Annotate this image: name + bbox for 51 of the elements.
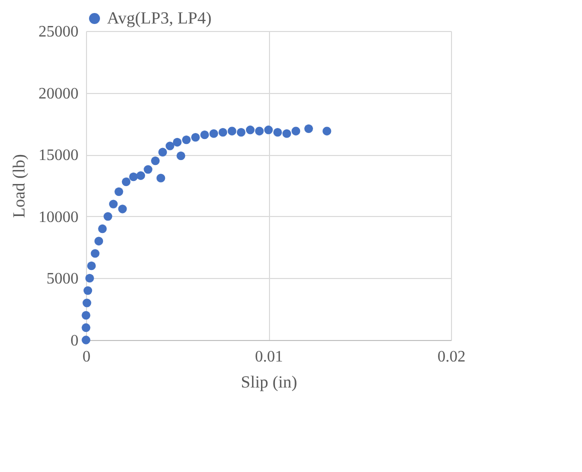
point: [144, 165, 152, 174]
y-tick-label: 5000: [46, 270, 78, 288]
point: [104, 212, 112, 221]
point: [94, 236, 104, 246]
point: [282, 129, 292, 138]
point: [273, 128, 282, 137]
point: [304, 124, 313, 133]
point: [166, 142, 174, 150]
point: [176, 152, 186, 160]
point: [87, 262, 96, 270]
point: [200, 130, 209, 140]
y-tick-label: 25000: [38, 24, 78, 40]
point: [114, 187, 124, 196]
point: [292, 126, 300, 136]
point: [82, 336, 90, 344]
point: [209, 129, 218, 138]
point: [82, 323, 90, 332]
point: [322, 126, 332, 136]
point: [109, 200, 118, 208]
point: [218, 128, 228, 137]
point: [85, 274, 94, 283]
x-tick-label: 0: [82, 348, 90, 366]
y-tick-label: 15000: [38, 147, 78, 164]
point: [90, 249, 100, 258]
point: [98, 224, 107, 234]
y-tick-label: 10000: [38, 208, 78, 226]
x-tick-label: 0.01: [255, 348, 283, 366]
y-axis-title: Load (lb): [10, 154, 28, 218]
point: [82, 310, 90, 320]
point: [158, 148, 167, 156]
point: [191, 132, 200, 142]
point: [156, 174, 166, 182]
point: [136, 171, 146, 180]
point: [129, 172, 138, 182]
point: [228, 126, 236, 136]
x-axis-title: Slip (in): [240, 372, 298, 392]
y-tick-label: 0: [70, 332, 78, 350]
point: [255, 126, 264, 136]
y-tick-label: 20000: [38, 85, 78, 102]
point: [182, 135, 191, 144]
x-tick-label: 0.02: [438, 348, 466, 366]
point: [82, 298, 92, 308]
point: [236, 128, 246, 137]
point: [264, 126, 273, 134]
point: [118, 204, 127, 214]
point: [83, 286, 92, 295]
point: [122, 177, 130, 186]
legend-label: Avg(LP3, LP4): [107, 8, 212, 28]
point: [172, 138, 182, 147]
point: [151, 156, 160, 166]
point: [246, 126, 255, 134]
